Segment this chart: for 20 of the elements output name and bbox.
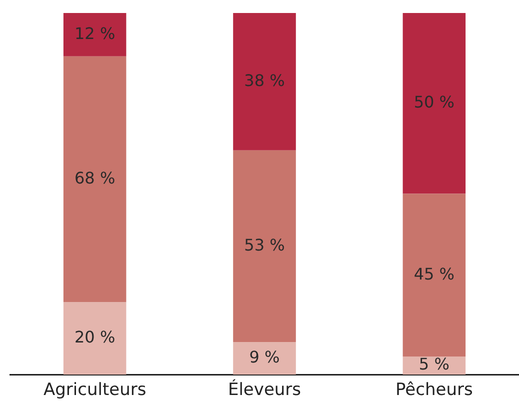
data-label: 12 %	[74, 24, 116, 43]
data-label: 45 %	[414, 264, 454, 284]
bar	[63, 56, 126, 302]
bar	[233, 150, 296, 342]
x-tick-label: Éleveurs	[228, 379, 302, 400]
data-label: 68 %	[74, 168, 116, 188]
data-label: 38 %	[244, 70, 285, 90]
data-label: 50 %	[414, 92, 454, 112]
bar	[402, 13, 466, 194]
bar	[402, 194, 466, 357]
data-label: 53 %	[244, 235, 285, 254]
x-tick-label: Pêcheurs	[396, 380, 473, 400]
data-label: 9 %	[249, 347, 280, 366]
x-tick-label: Agriculteurs	[43, 380, 146, 400]
bar	[233, 13, 296, 150]
data-label: 20 %	[74, 328, 116, 347]
bar	[63, 302, 126, 375]
data-label: 5 %	[418, 354, 450, 374]
bar	[63, 13, 126, 56]
bar	[233, 342, 296, 375]
